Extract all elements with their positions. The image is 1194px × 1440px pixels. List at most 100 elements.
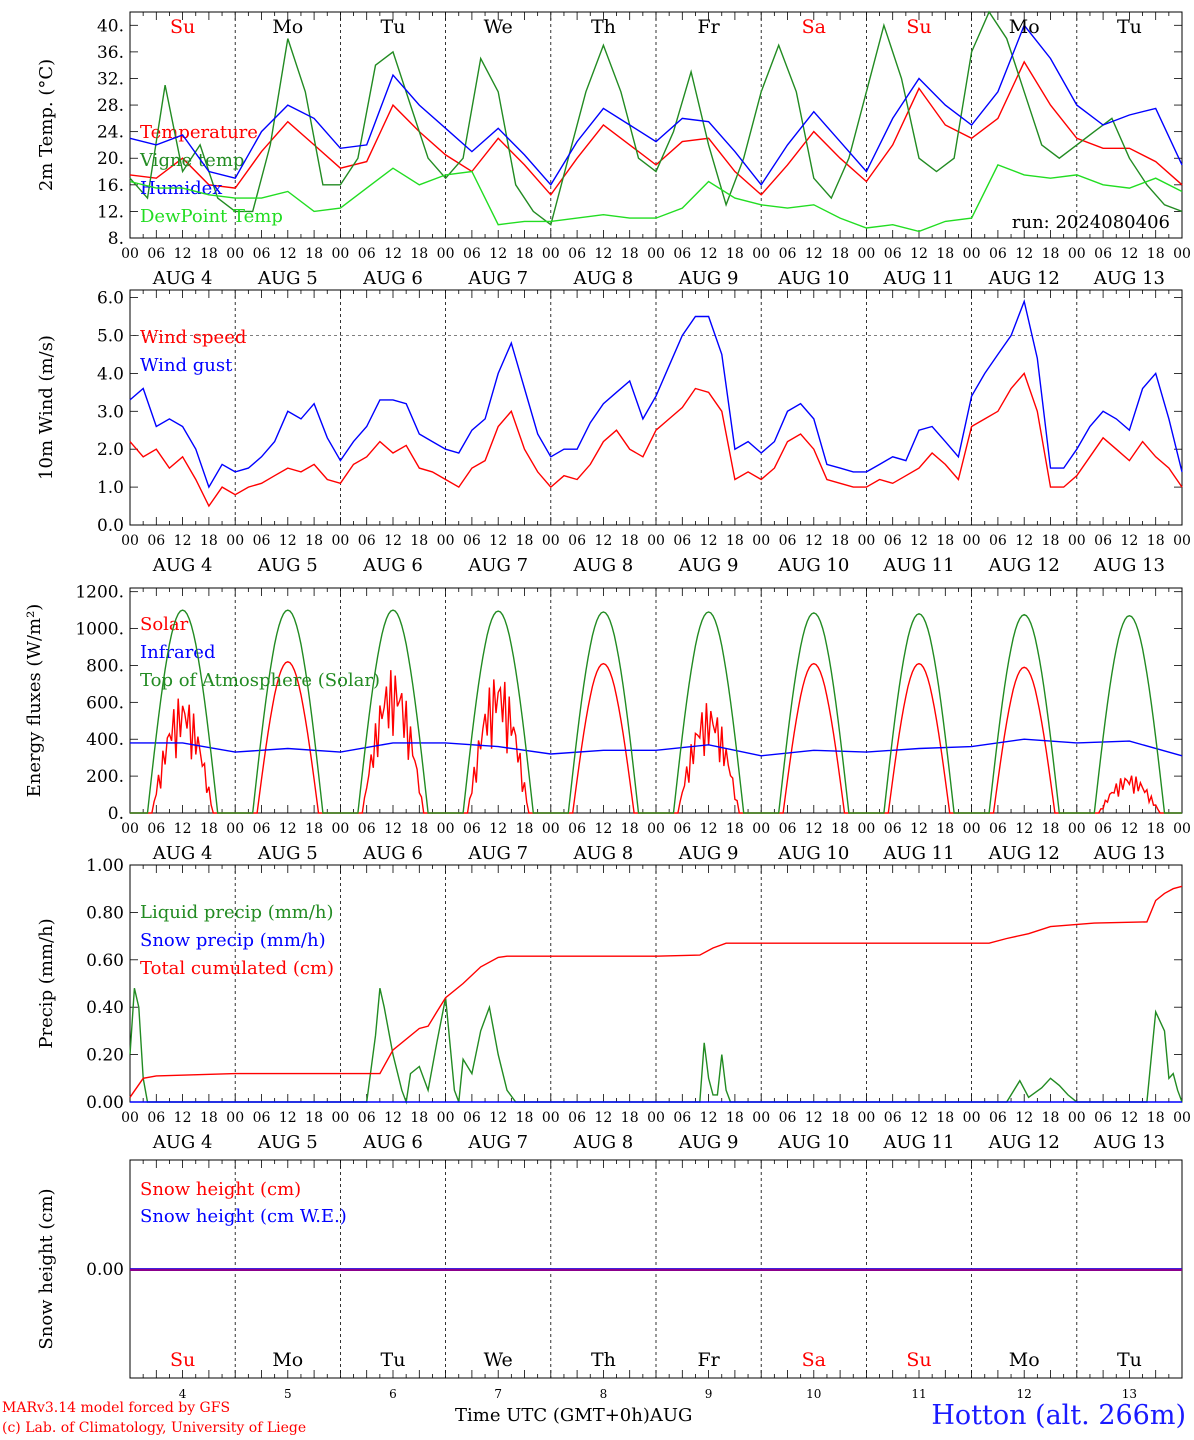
hour-tick-label: 00 xyxy=(1068,821,1086,837)
hour-tick-label: 06 xyxy=(673,246,691,262)
hour-tick-label: 12 xyxy=(805,821,823,837)
hour-tick-label: 18 xyxy=(200,1110,218,1126)
date-label: AUG 13 xyxy=(1093,555,1165,576)
hour-tick-label: 00 xyxy=(963,821,981,837)
hour-tick-label: 18 xyxy=(305,246,323,262)
credit-line-1: MARv3.14 model forced by GFS xyxy=(2,1400,231,1416)
hour-tick-label: 18 xyxy=(621,1110,639,1126)
hour-tick-label: 18 xyxy=(200,821,218,837)
legend-entry: DewPoint Temp xyxy=(140,206,283,227)
day-name: Sa xyxy=(802,16,826,38)
hour-tick-label: 12 xyxy=(700,821,718,837)
y-tick-label: 400. xyxy=(86,730,124,750)
y-tick-label: 8. xyxy=(108,229,124,249)
date-label: AUG 7 xyxy=(467,843,528,864)
hour-tick-label: 00 xyxy=(647,1110,665,1126)
hour-tick-label: 12 xyxy=(1015,246,1033,262)
hour-tick-label: 12 xyxy=(174,533,192,549)
date-label: AUG 9 xyxy=(678,843,739,864)
y-tick-label: 800. xyxy=(86,656,124,676)
date-label: AUG 8 xyxy=(573,268,634,289)
hour-tick-label: 18 xyxy=(410,246,428,262)
hour-tick-label: 12 xyxy=(700,1110,718,1126)
hour-tick-label: 06 xyxy=(147,246,165,262)
y-tick-label: 0.0 xyxy=(97,516,124,536)
date-label: AUG 13 xyxy=(1093,1132,1165,1153)
y-axis-label: Snow height (cm) xyxy=(36,1188,57,1349)
date-label: AUG 13 xyxy=(1093,268,1165,289)
day-number: 13 xyxy=(1122,1387,1137,1400)
date-label: AUG 8 xyxy=(573,843,634,864)
hour-tick-label: 18 xyxy=(516,533,534,549)
day-name: Tu xyxy=(381,1349,406,1371)
hour-tick-label: 12 xyxy=(1120,1110,1138,1126)
day-number: 7 xyxy=(494,1387,502,1400)
hour-tick-label: 06 xyxy=(253,533,271,549)
hour-tick-label: 00 xyxy=(437,246,455,262)
hour-tick-label: 12 xyxy=(910,821,928,837)
y-tick-label: 24. xyxy=(97,123,124,143)
date-label: AUG 13 xyxy=(1093,843,1165,864)
date-label: AUG 8 xyxy=(573,1132,634,1153)
day-name: Mo xyxy=(272,16,303,38)
hour-tick-label: 06 xyxy=(463,533,481,549)
y-axis-label: Energy fluxes (W/m²) xyxy=(24,604,45,798)
hour-tick-label: 12 xyxy=(174,821,192,837)
hour-tick-label: 12 xyxy=(384,1110,402,1126)
date-label: AUG 12 xyxy=(988,555,1060,576)
hour-tick-label: 12 xyxy=(279,821,297,837)
hour-tick-label: 00 xyxy=(1173,1110,1191,1126)
date-label: AUG 6 xyxy=(362,1132,423,1153)
hour-tick-label: 06 xyxy=(253,821,271,837)
hour-tick-label: 00 xyxy=(226,1110,244,1126)
day-name: Th xyxy=(591,16,616,38)
hour-tick-label: 00 xyxy=(437,1110,455,1126)
series-line xyxy=(129,23,1183,186)
date-label: AUG 10 xyxy=(777,1132,849,1153)
hour-tick-label: 00 xyxy=(331,246,349,262)
hour-tick-label: 06 xyxy=(989,1110,1007,1126)
hour-tick-label: 06 xyxy=(779,246,797,262)
day-name: Mo xyxy=(272,1349,303,1371)
panel-frame xyxy=(129,864,1183,1103)
y-tick-label: 12. xyxy=(97,202,124,222)
legend-entry: Total cumulated (cm) xyxy=(140,958,334,979)
date-label: AUG 11 xyxy=(882,555,954,576)
hour-tick-label: 06 xyxy=(253,246,271,262)
hour-tick-label: 18 xyxy=(410,533,428,549)
y-axis-label: 10m Wind (m/s) xyxy=(36,335,57,480)
date-label: AUG 5 xyxy=(257,1132,318,1153)
hour-tick-label: 06 xyxy=(884,1110,902,1126)
hour-tick-label: 12 xyxy=(279,246,297,262)
hour-tick-label: 00 xyxy=(752,246,770,262)
hour-tick-label: 12 xyxy=(910,533,928,549)
hour-tick-label: 18 xyxy=(831,246,849,262)
hour-tick-label: 06 xyxy=(989,533,1007,549)
day-name: We xyxy=(484,16,513,38)
hour-tick-label: 18 xyxy=(1147,246,1165,262)
y-tick-label: 0.60 xyxy=(86,951,124,971)
hour-tick-label: 12 xyxy=(700,533,718,549)
day-name: Tu xyxy=(1117,1349,1142,1371)
hour-tick-label: 18 xyxy=(621,246,639,262)
legend-entry: Snow precip (mm/h) xyxy=(140,930,326,951)
hour-tick-label: 00 xyxy=(1068,533,1086,549)
date-label: AUG 5 xyxy=(257,268,318,289)
hour-tick-label: 00 xyxy=(963,533,981,549)
hour-tick-label: 00 xyxy=(542,821,560,837)
hour-tick-label: 00 xyxy=(542,533,560,549)
hour-tick-label: 12 xyxy=(910,1110,928,1126)
x-axis-title-text: Time UTC (GMT+0h) xyxy=(455,1405,650,1426)
hour-tick-label: 18 xyxy=(726,821,744,837)
hour-tick-label: 18 xyxy=(1147,533,1165,549)
hour-tick-label: 18 xyxy=(1042,821,1060,837)
y-tick-label: 0. xyxy=(108,804,124,824)
hour-tick-label: 18 xyxy=(305,533,323,549)
hour-tick-label: 06 xyxy=(884,821,902,837)
series-line xyxy=(130,738,1183,757)
day-name: Su xyxy=(170,1349,195,1371)
hour-tick-label: 06 xyxy=(358,533,376,549)
date-label: AUG 10 xyxy=(777,843,849,864)
y-tick-label: 600. xyxy=(86,693,124,713)
